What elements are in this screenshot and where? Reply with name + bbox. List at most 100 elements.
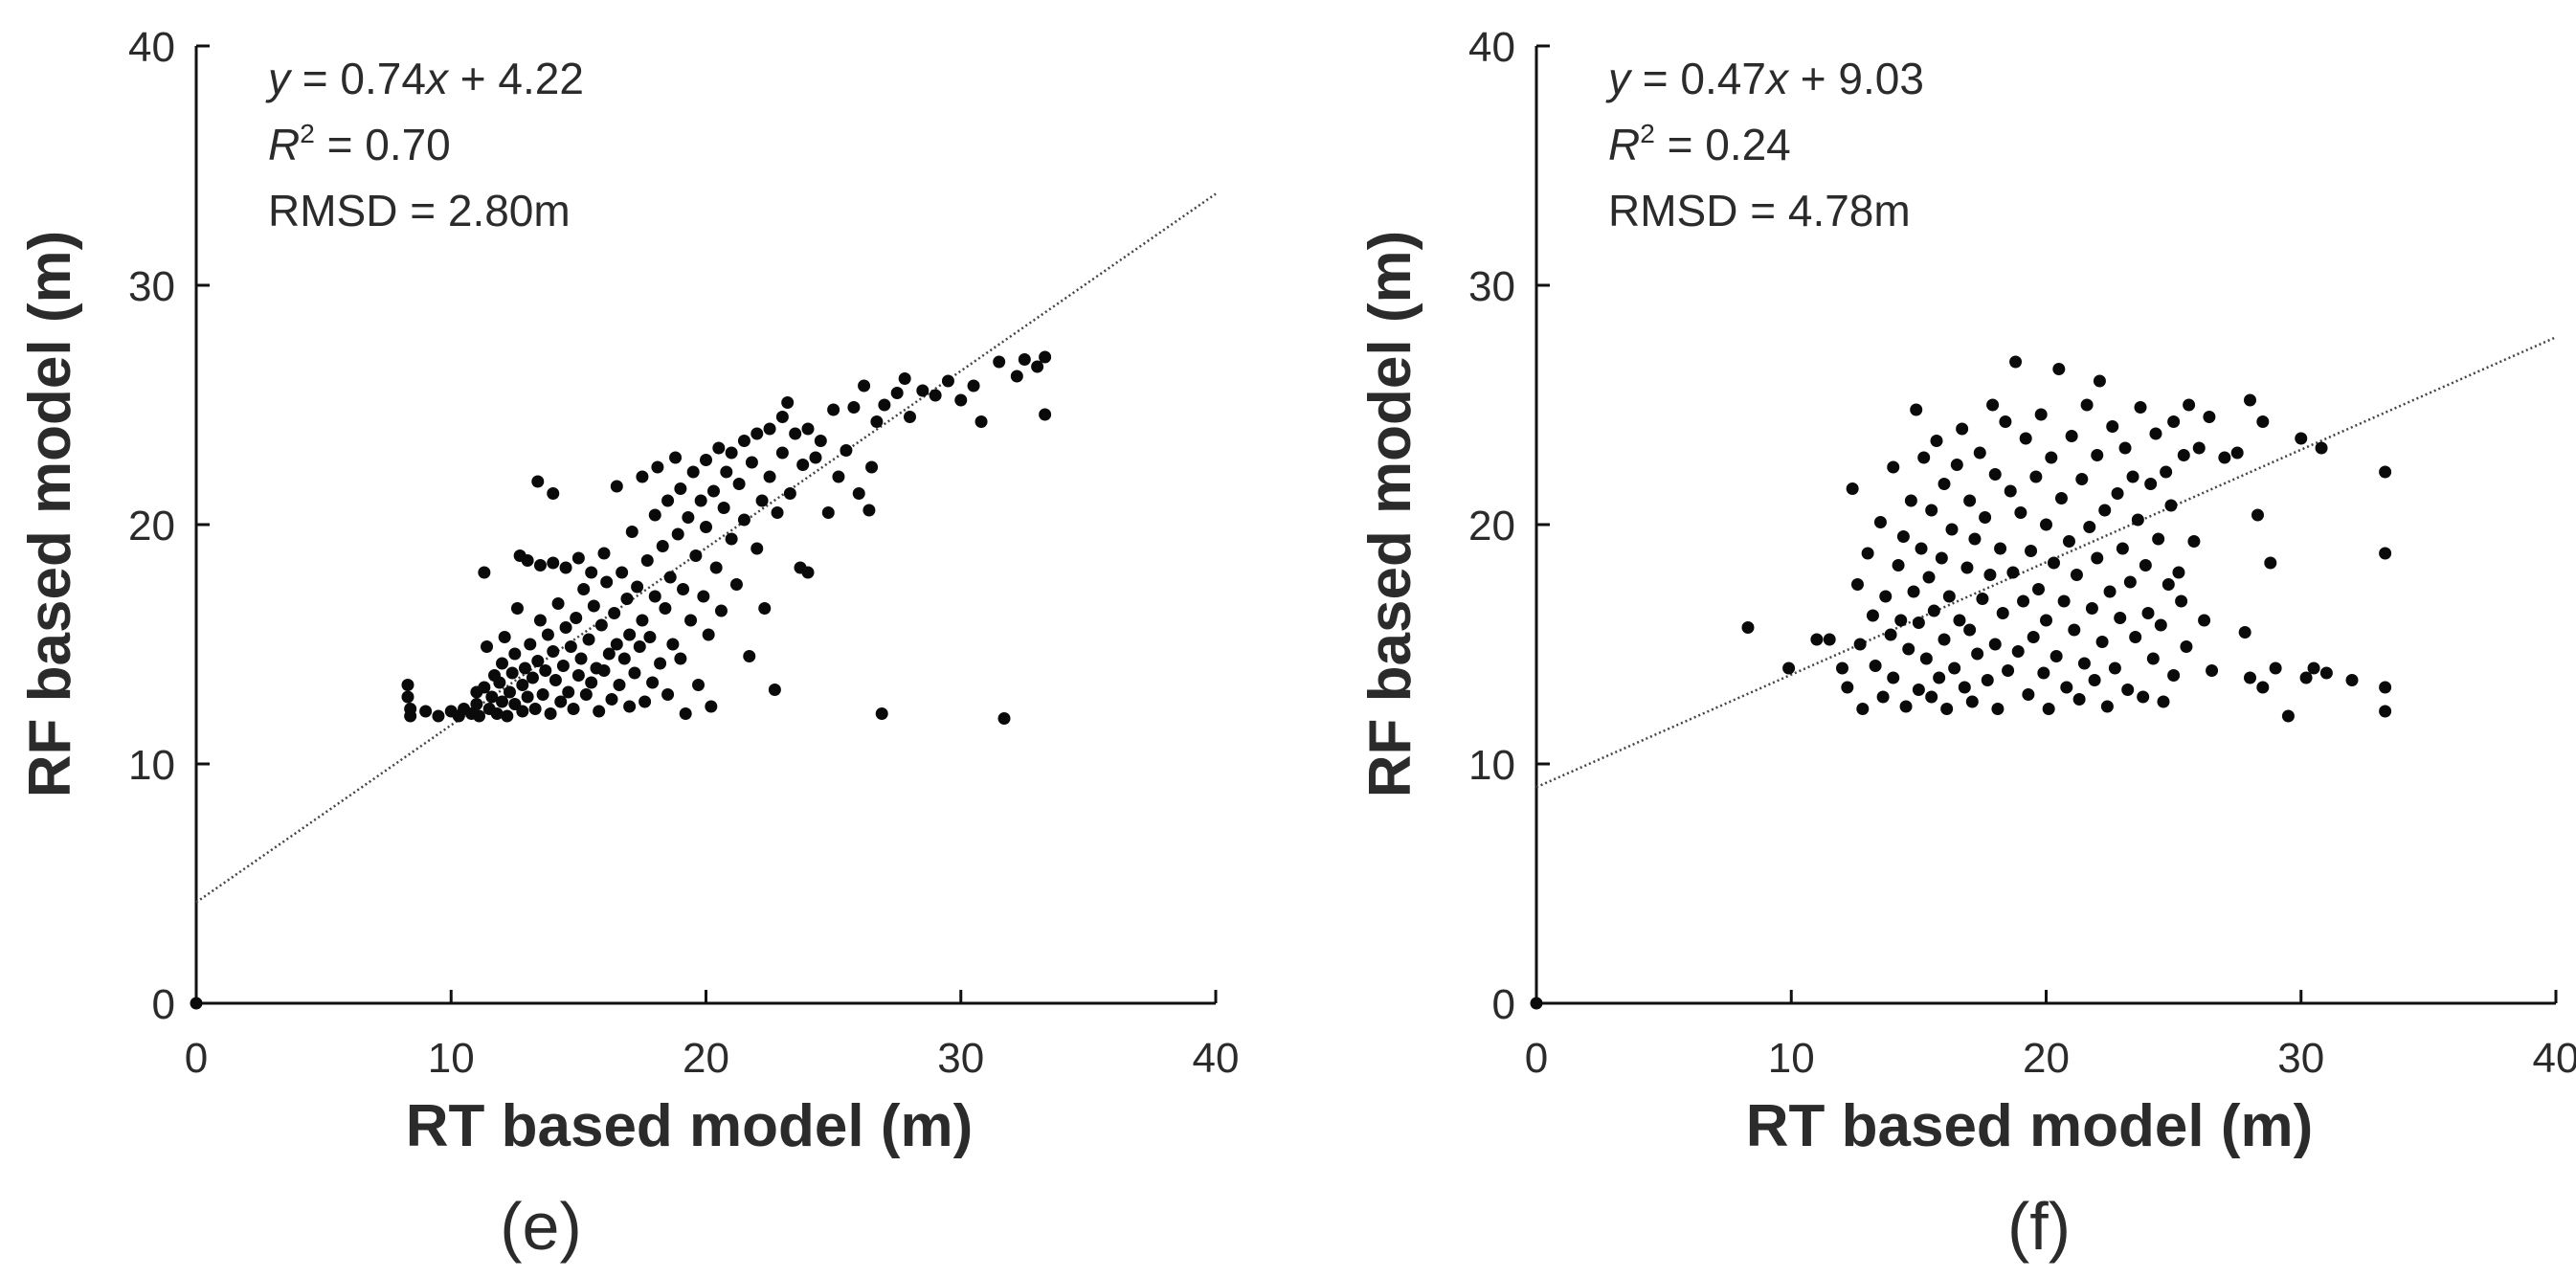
- scatter-point: [2251, 508, 2264, 522]
- scatter-point: [809, 451, 822, 464]
- scatter-point: [2167, 415, 2181, 428]
- scatter-point: [556, 660, 570, 672]
- scatter-point: [684, 614, 698, 627]
- scatter-point: [775, 446, 789, 460]
- scatter-point: [2244, 393, 2256, 407]
- scatter-point: [541, 628, 554, 641]
- scatter-point: [750, 542, 764, 555]
- scatter-point: [1956, 422, 1969, 436]
- scatter-point: [559, 621, 572, 634]
- scatter-point: [2050, 650, 2063, 662]
- scatter-point: [771, 506, 784, 519]
- scatter-point: [1988, 468, 2002, 481]
- scatter-point: [2091, 551, 2104, 565]
- scatter-point: [661, 688, 675, 701]
- scatter-point: [2152, 532, 2165, 546]
- scatter-point: [1965, 695, 1979, 708]
- scatter-point: [1810, 633, 1824, 646]
- scatter-point: [2230, 446, 2244, 460]
- scatter-point: [796, 459, 810, 471]
- scatter-point: [2192, 441, 2206, 455]
- scatter-point: [597, 547, 611, 560]
- scatter-point: [623, 700, 637, 713]
- eq-prefix: y: [1605, 54, 1633, 103]
- scatter-point: [677, 583, 690, 595]
- scatter-point: [574, 652, 588, 665]
- scatter-point: [745, 456, 758, 469]
- scatter-point: [1930, 435, 1943, 447]
- scatter-point: [582, 633, 595, 646]
- scatter-point: [669, 451, 683, 464]
- scatter-point: [2042, 703, 2055, 715]
- y-tick-label: 30: [128, 263, 175, 310]
- scatter-point: [528, 703, 542, 715]
- scatter-point: [2164, 499, 2178, 512]
- scatter-point: [577, 583, 591, 595]
- scatter-point: [554, 695, 568, 708]
- scatter-point: [2070, 569, 2083, 581]
- scatter-point: [2269, 661, 2282, 675]
- scatter-point: [2083, 521, 2096, 533]
- scatter-point: [2319, 666, 2333, 680]
- scatter-point: [2037, 666, 2050, 680]
- scatter-point: [1836, 661, 1848, 675]
- scatter-point: [2187, 535, 2201, 548]
- scatter-point: [1991, 703, 2005, 715]
- x-tick-label: 10: [428, 1035, 475, 1082]
- scatter-point: [544, 707, 557, 720]
- scatter-point: [2068, 623, 2081, 637]
- scatter-point: [533, 614, 547, 627]
- scatter-point: [524, 638, 537, 651]
- scatter-point: [1884, 628, 1897, 641]
- scatter-point: [547, 556, 560, 570]
- scatter-point: [610, 638, 623, 651]
- scatter-point: [2244, 671, 2256, 684]
- scatter-point: [587, 599, 600, 613]
- scatter-point: [1039, 350, 1052, 364]
- scatter-point: [419, 705, 433, 718]
- scatter-point: [904, 411, 916, 423]
- scatter-point: [1996, 607, 2009, 619]
- scatter-point: [617, 652, 631, 665]
- scatter-point: [473, 709, 486, 723]
- scatter-point: [1981, 674, 1994, 686]
- x-axis-label: RT based model (m): [406, 1093, 974, 1159]
- panel-label: (e): [500, 1189, 582, 1264]
- scatter-point: [1958, 681, 1971, 694]
- scatter-point: [1018, 353, 1031, 366]
- scatter-point: [579, 688, 593, 701]
- equation-annotation: y = 0.47x + 9.03: [1605, 54, 1924, 103]
- scatter-point: [2123, 575, 2137, 589]
- scatter-point: [737, 435, 750, 447]
- scatter-point: [2088, 674, 2101, 686]
- scatter-point: [743, 650, 756, 662]
- scatter-point: [478, 681, 491, 694]
- scatter-point: [2025, 545, 2038, 557]
- scatter-point: [505, 666, 519, 680]
- scatter-point: [967, 379, 980, 392]
- scatter-point: [2054, 492, 2068, 504]
- scatter-point: [594, 618, 608, 632]
- scatter-point: [1873, 516, 1887, 528]
- scatter-point: [571, 551, 585, 565]
- eq-suffix: + 9.03: [1788, 54, 1924, 103]
- scatter-point: [2315, 441, 2328, 455]
- scatter-point: [551, 597, 565, 610]
- scatter-point: [2072, 693, 2086, 706]
- scatter-point: [916, 384, 930, 397]
- y-tick-label: 20: [128, 503, 175, 549]
- scatter-point: [404, 703, 417, 715]
- scatter-point: [470, 698, 483, 710]
- scatter-point: [2129, 631, 2142, 643]
- scatter-point: [654, 657, 667, 670]
- scatter-point: [1999, 415, 2012, 428]
- scatter-point: [1986, 398, 2000, 412]
- scatter-point: [646, 676, 660, 689]
- y-tick-label: 30: [1468, 263, 1515, 310]
- scatter-point: [1869, 660, 1882, 672]
- scatter-point: [725, 446, 738, 460]
- scatter-point: [510, 602, 524, 615]
- scatter-point: [1846, 482, 1859, 495]
- scatter-point: [702, 628, 715, 641]
- r2-label: R: [268, 120, 300, 169]
